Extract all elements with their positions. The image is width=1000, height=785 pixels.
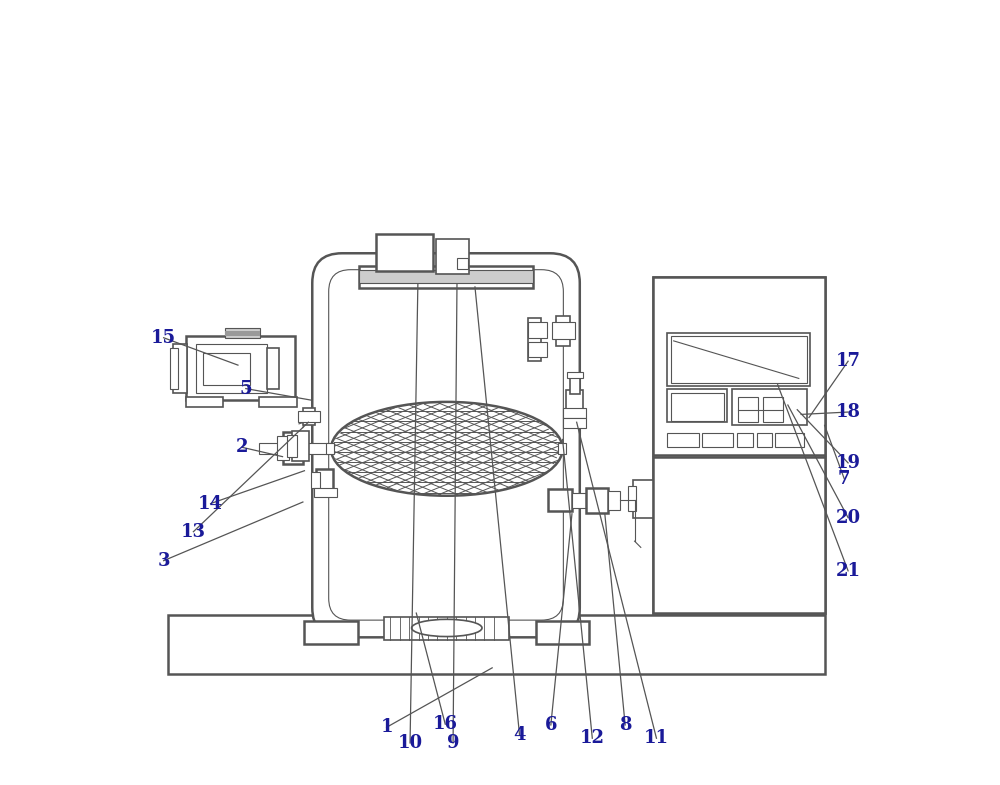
Bar	[277, 436, 289, 460]
Bar	[186, 397, 223, 407]
Bar	[738, 397, 758, 422]
Bar	[267, 348, 279, 389]
Bar	[653, 277, 825, 613]
Text: 21: 21	[836, 562, 861, 580]
FancyBboxPatch shape	[312, 254, 580, 637]
Bar	[225, 328, 260, 338]
Bar	[737, 433, 753, 447]
Text: 14: 14	[198, 495, 223, 513]
Text: 6: 6	[545, 716, 557, 734]
Bar	[556, 316, 570, 345]
FancyBboxPatch shape	[525, 306, 566, 623]
Text: 7: 7	[838, 469, 850, 487]
Ellipse shape	[331, 402, 563, 496]
Text: 16: 16	[433, 715, 458, 733]
Bar	[732, 389, 807, 425]
Bar	[667, 433, 699, 447]
Text: 18: 18	[836, 403, 861, 421]
Text: 17: 17	[836, 352, 861, 371]
Bar	[548, 490, 572, 511]
Text: 12: 12	[580, 729, 605, 747]
Bar	[536, 621, 589, 644]
Text: 15: 15	[151, 329, 176, 347]
Bar	[572, 493, 586, 508]
Bar	[628, 487, 636, 511]
Text: 3: 3	[157, 552, 170, 570]
Text: 5: 5	[239, 380, 252, 397]
Bar	[671, 392, 724, 421]
Bar	[563, 418, 586, 428]
Bar	[196, 344, 267, 392]
Text: 20: 20	[836, 509, 861, 527]
Bar	[186, 336, 295, 400]
Bar	[702, 433, 733, 447]
Bar	[567, 372, 583, 378]
Bar	[292, 431, 309, 461]
Bar	[259, 397, 297, 407]
Bar	[168, 615, 825, 674]
Bar	[298, 411, 320, 422]
Bar	[457, 258, 468, 269]
Bar	[283, 432, 303, 465]
Bar	[359, 266, 533, 287]
Text: 19: 19	[836, 454, 861, 472]
Bar	[225, 331, 260, 336]
Text: 4: 4	[513, 726, 526, 744]
Bar	[757, 433, 772, 447]
Bar	[528, 341, 547, 357]
Text: 9: 9	[447, 734, 459, 752]
Text: 2: 2	[236, 438, 248, 456]
Bar	[667, 333, 810, 386]
FancyBboxPatch shape	[326, 306, 367, 623]
Bar	[316, 469, 333, 491]
Bar	[653, 457, 825, 613]
Bar	[566, 390, 583, 428]
Ellipse shape	[412, 619, 482, 637]
FancyBboxPatch shape	[329, 270, 563, 620]
Bar	[653, 277, 825, 455]
Bar	[303, 408, 315, 425]
Bar	[376, 234, 433, 272]
Bar	[570, 377, 580, 394]
Bar	[552, 322, 575, 339]
Bar	[436, 239, 469, 274]
Bar	[170, 348, 178, 389]
Text: 8: 8	[619, 716, 631, 734]
Bar	[608, 491, 620, 509]
Bar	[558, 444, 566, 454]
Bar	[633, 480, 653, 517]
Bar	[314, 488, 337, 498]
Bar	[775, 433, 804, 447]
Text: 13: 13	[181, 523, 206, 541]
Bar	[173, 344, 187, 392]
Bar	[311, 473, 320, 488]
Bar	[563, 408, 586, 418]
FancyBboxPatch shape	[326, 593, 566, 631]
Bar	[326, 444, 334, 454]
Bar	[203, 353, 250, 385]
Bar	[586, 488, 608, 513]
Text: 11: 11	[644, 729, 669, 747]
Bar	[287, 435, 297, 457]
Bar	[528, 322, 547, 338]
Bar	[304, 621, 358, 644]
Bar	[667, 389, 727, 422]
Bar	[763, 397, 783, 422]
Text: 10: 10	[397, 734, 423, 752]
Bar	[384, 617, 509, 641]
Bar	[259, 443, 329, 455]
Bar	[528, 318, 541, 361]
Bar	[671, 336, 807, 383]
Text: 1: 1	[380, 718, 393, 736]
Bar	[359, 271, 533, 283]
